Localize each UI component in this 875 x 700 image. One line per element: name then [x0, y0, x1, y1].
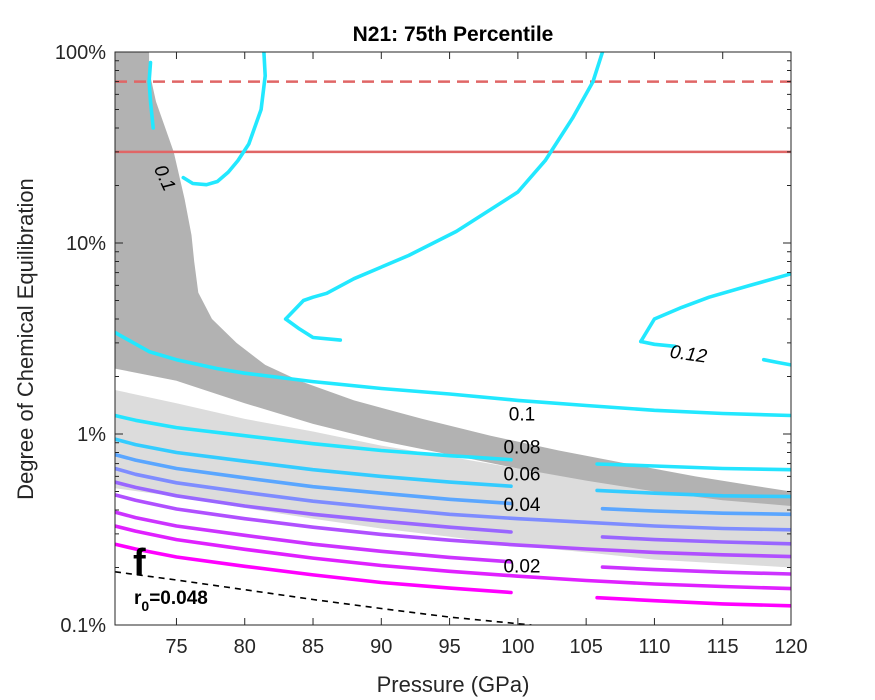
x-tick-label: 110: [638, 636, 670, 658]
contour-label-3: 0.1: [509, 405, 535, 426]
x-tick-label: 115: [707, 636, 739, 658]
contour-label-6: 0.04: [503, 495, 540, 516]
x-tick-label: 75: [165, 636, 187, 658]
chart-title: N21: 75th Percentile: [353, 23, 554, 46]
y-tick-label: 1%: [77, 424, 106, 446]
x-tick-label: 90: [370, 636, 392, 658]
r0-subscript: 0: [141, 598, 149, 614]
x-tick-label: 100: [501, 636, 534, 658]
x-tick-label: 80: [234, 636, 256, 658]
y-axis-label: Degree of Chemical Equilibration: [13, 178, 38, 500]
y-tick-label: 10%: [66, 233, 106, 255]
x-tick-label: 105: [569, 636, 602, 658]
contour-label-4: 0.08: [503, 438, 540, 459]
contour-label-7: 0.02: [503, 556, 540, 577]
x-axis-label: Pressure (GPa): [377, 672, 530, 697]
contour-label-5: 0.06: [503, 465, 540, 486]
x-tick-label: 85: [302, 636, 324, 658]
x-tick-label: 120: [774, 636, 807, 658]
r0-value: =0.048: [149, 588, 208, 609]
panel-label: f: [133, 542, 146, 584]
y-tick-label: 100%: [55, 42, 106, 64]
x-tick-label: 95: [438, 636, 460, 658]
y-tick-label: 0.1%: [60, 615, 106, 637]
